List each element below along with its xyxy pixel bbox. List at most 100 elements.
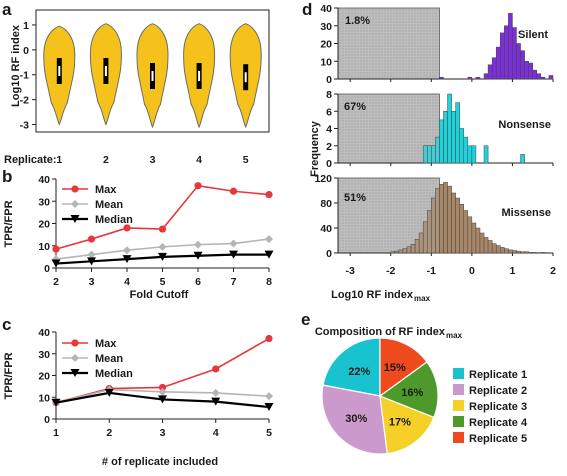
d-ytick-label-nonsense: 6	[326, 106, 332, 118]
c-legend-label-max: Max	[95, 338, 117, 350]
b-point-mean	[123, 246, 131, 255]
c-point-median	[158, 395, 167, 404]
e-legend-label-4: Replicate 4	[469, 417, 528, 429]
d-ytick-label-missense: 0	[326, 248, 332, 260]
b-point-median	[51, 259, 61, 268]
c-legend-marker-median	[70, 369, 80, 377]
e-slice-label-1: 22%	[348, 366, 370, 378]
b-legend-label-mean: Mean	[95, 199, 123, 211]
b-ytick-label: 20	[38, 219, 50, 231]
d-bar-missense	[410, 244, 416, 254]
a-xtick-label: 1	[56, 154, 62, 166]
d-xtick-label: 1	[510, 265, 516, 277]
d-bar-missense	[471, 222, 477, 254]
a-ytick-label: -2	[20, 95, 29, 107]
d-bar-nonsense	[431, 145, 436, 164]
c-xtick-label: 4	[213, 427, 219, 439]
b-point-mean	[158, 242, 167, 251]
c-ytick-label: 20	[38, 371, 50, 383]
b-ytick-label: 30	[38, 196, 50, 208]
d-percent-missense: 51%	[344, 192, 366, 204]
e-legend-swatch-5	[453, 432, 464, 443]
d-bar-silent	[516, 43, 521, 80]
d-bar-missense	[431, 197, 436, 254]
b-point-mean	[87, 250, 96, 259]
e-legend-swatch-4	[453, 416, 464, 427]
d-bar-missense	[418, 232, 424, 254]
d-bar-nonsense	[451, 111, 456, 164]
c-xtick-label: 2	[106, 427, 112, 439]
e-slice-label-4: 16%	[401, 387, 423, 399]
d-bar-silent	[467, 76, 473, 80]
d-bar-missense	[512, 250, 517, 254]
d-ytick-label-missense: 80	[320, 198, 332, 210]
e-slice-label-2: 30%	[345, 413, 367, 425]
d-ytick-label-silent: 20	[320, 39, 332, 51]
d-bar-missense	[390, 251, 396, 254]
c-legend-label-median: Median	[95, 368, 133, 380]
b-legend-marker-median	[70, 215, 80, 223]
d-bar-silent	[500, 32, 505, 80]
d-bar-silent	[540, 76, 546, 80]
b-xtick-label: 6	[195, 276, 201, 288]
b-point-max	[52, 245, 60, 253]
e-slice-3	[379, 395, 435, 455]
b-xtick-label: 3	[89, 276, 95, 288]
c-point-mean	[158, 387, 167, 396]
c-point-mean	[211, 388, 220, 397]
b-point-mean	[194, 240, 202, 249]
b-ytick-label: 0	[44, 263, 50, 275]
b-point-max	[123, 224, 131, 232]
d-percent-silent: 1.8%	[345, 15, 370, 27]
c-ylabel: TPR/FPR	[3, 352, 15, 399]
e-slice-1	[322, 337, 381, 397]
e-legend-label-5: Replicate 5	[469, 433, 527, 445]
d-xtick-label: 2	[550, 265, 556, 277]
d-ytick-label-nonsense: 2	[326, 141, 332, 153]
e-legend-label-1: Replicate 1	[469, 369, 527, 381]
d-bar-nonsense	[467, 145, 473, 164]
d-bar-silent	[528, 62, 533, 80]
d-bar-missense	[520, 251, 525, 254]
a-ytick-label: -3	[20, 120, 29, 132]
a-median-mark	[198, 70, 201, 81]
b-xtick-label: 5	[160, 276, 166, 288]
a-ytick-label: 1	[23, 20, 29, 32]
d-bar-missense	[528, 252, 533, 254]
c-xtick-label: 3	[160, 427, 166, 439]
d-ytick-label-nonsense: 8	[326, 89, 332, 101]
d-bar-missense	[516, 250, 521, 254]
a-plot-frame	[35, 9, 270, 133]
b-ytick-label: 40	[38, 174, 50, 186]
c-ytick-label: 30	[38, 349, 50, 361]
e-legend-swatch-2	[453, 384, 464, 395]
d-bar-silent	[495, 46, 501, 80]
d-bar-missense	[483, 237, 489, 254]
d-bar-missense	[495, 245, 501, 254]
d-panel-name-silent: Silent	[518, 29, 548, 41]
a-median-mark	[58, 66, 61, 76]
c-point-median	[264, 403, 274, 412]
b-point-median	[122, 255, 132, 264]
d-bar-missense	[463, 210, 469, 254]
a-xlabel: Replicate:	[4, 154, 57, 166]
c-point-median	[104, 388, 114, 397]
b-legend-label-median: Median	[95, 214, 133, 226]
d-bar-missense	[467, 216, 473, 254]
b-point-mean	[229, 239, 238, 248]
b-point-median	[264, 250, 274, 259]
c-ytick-label: 40	[38, 327, 50, 339]
d-bar-nonsense	[520, 154, 525, 164]
d-bar-missense	[504, 248, 509, 254]
d-bar-missense	[532, 252, 538, 254]
a-ytick-label: 0	[23, 45, 29, 57]
d-shade-silent	[337, 7, 440, 80]
d-bar-silent	[520, 50, 525, 80]
b-xtick-label: 7	[231, 276, 237, 288]
d-bar-silent	[512, 27, 517, 80]
d-bar-nonsense	[435, 136, 440, 164]
panel-letter-c: c	[2, 315, 11, 334]
d-bar-missense	[435, 188, 440, 254]
c-point-median	[211, 397, 221, 406]
b-legend-label-max: Max	[95, 184, 117, 196]
